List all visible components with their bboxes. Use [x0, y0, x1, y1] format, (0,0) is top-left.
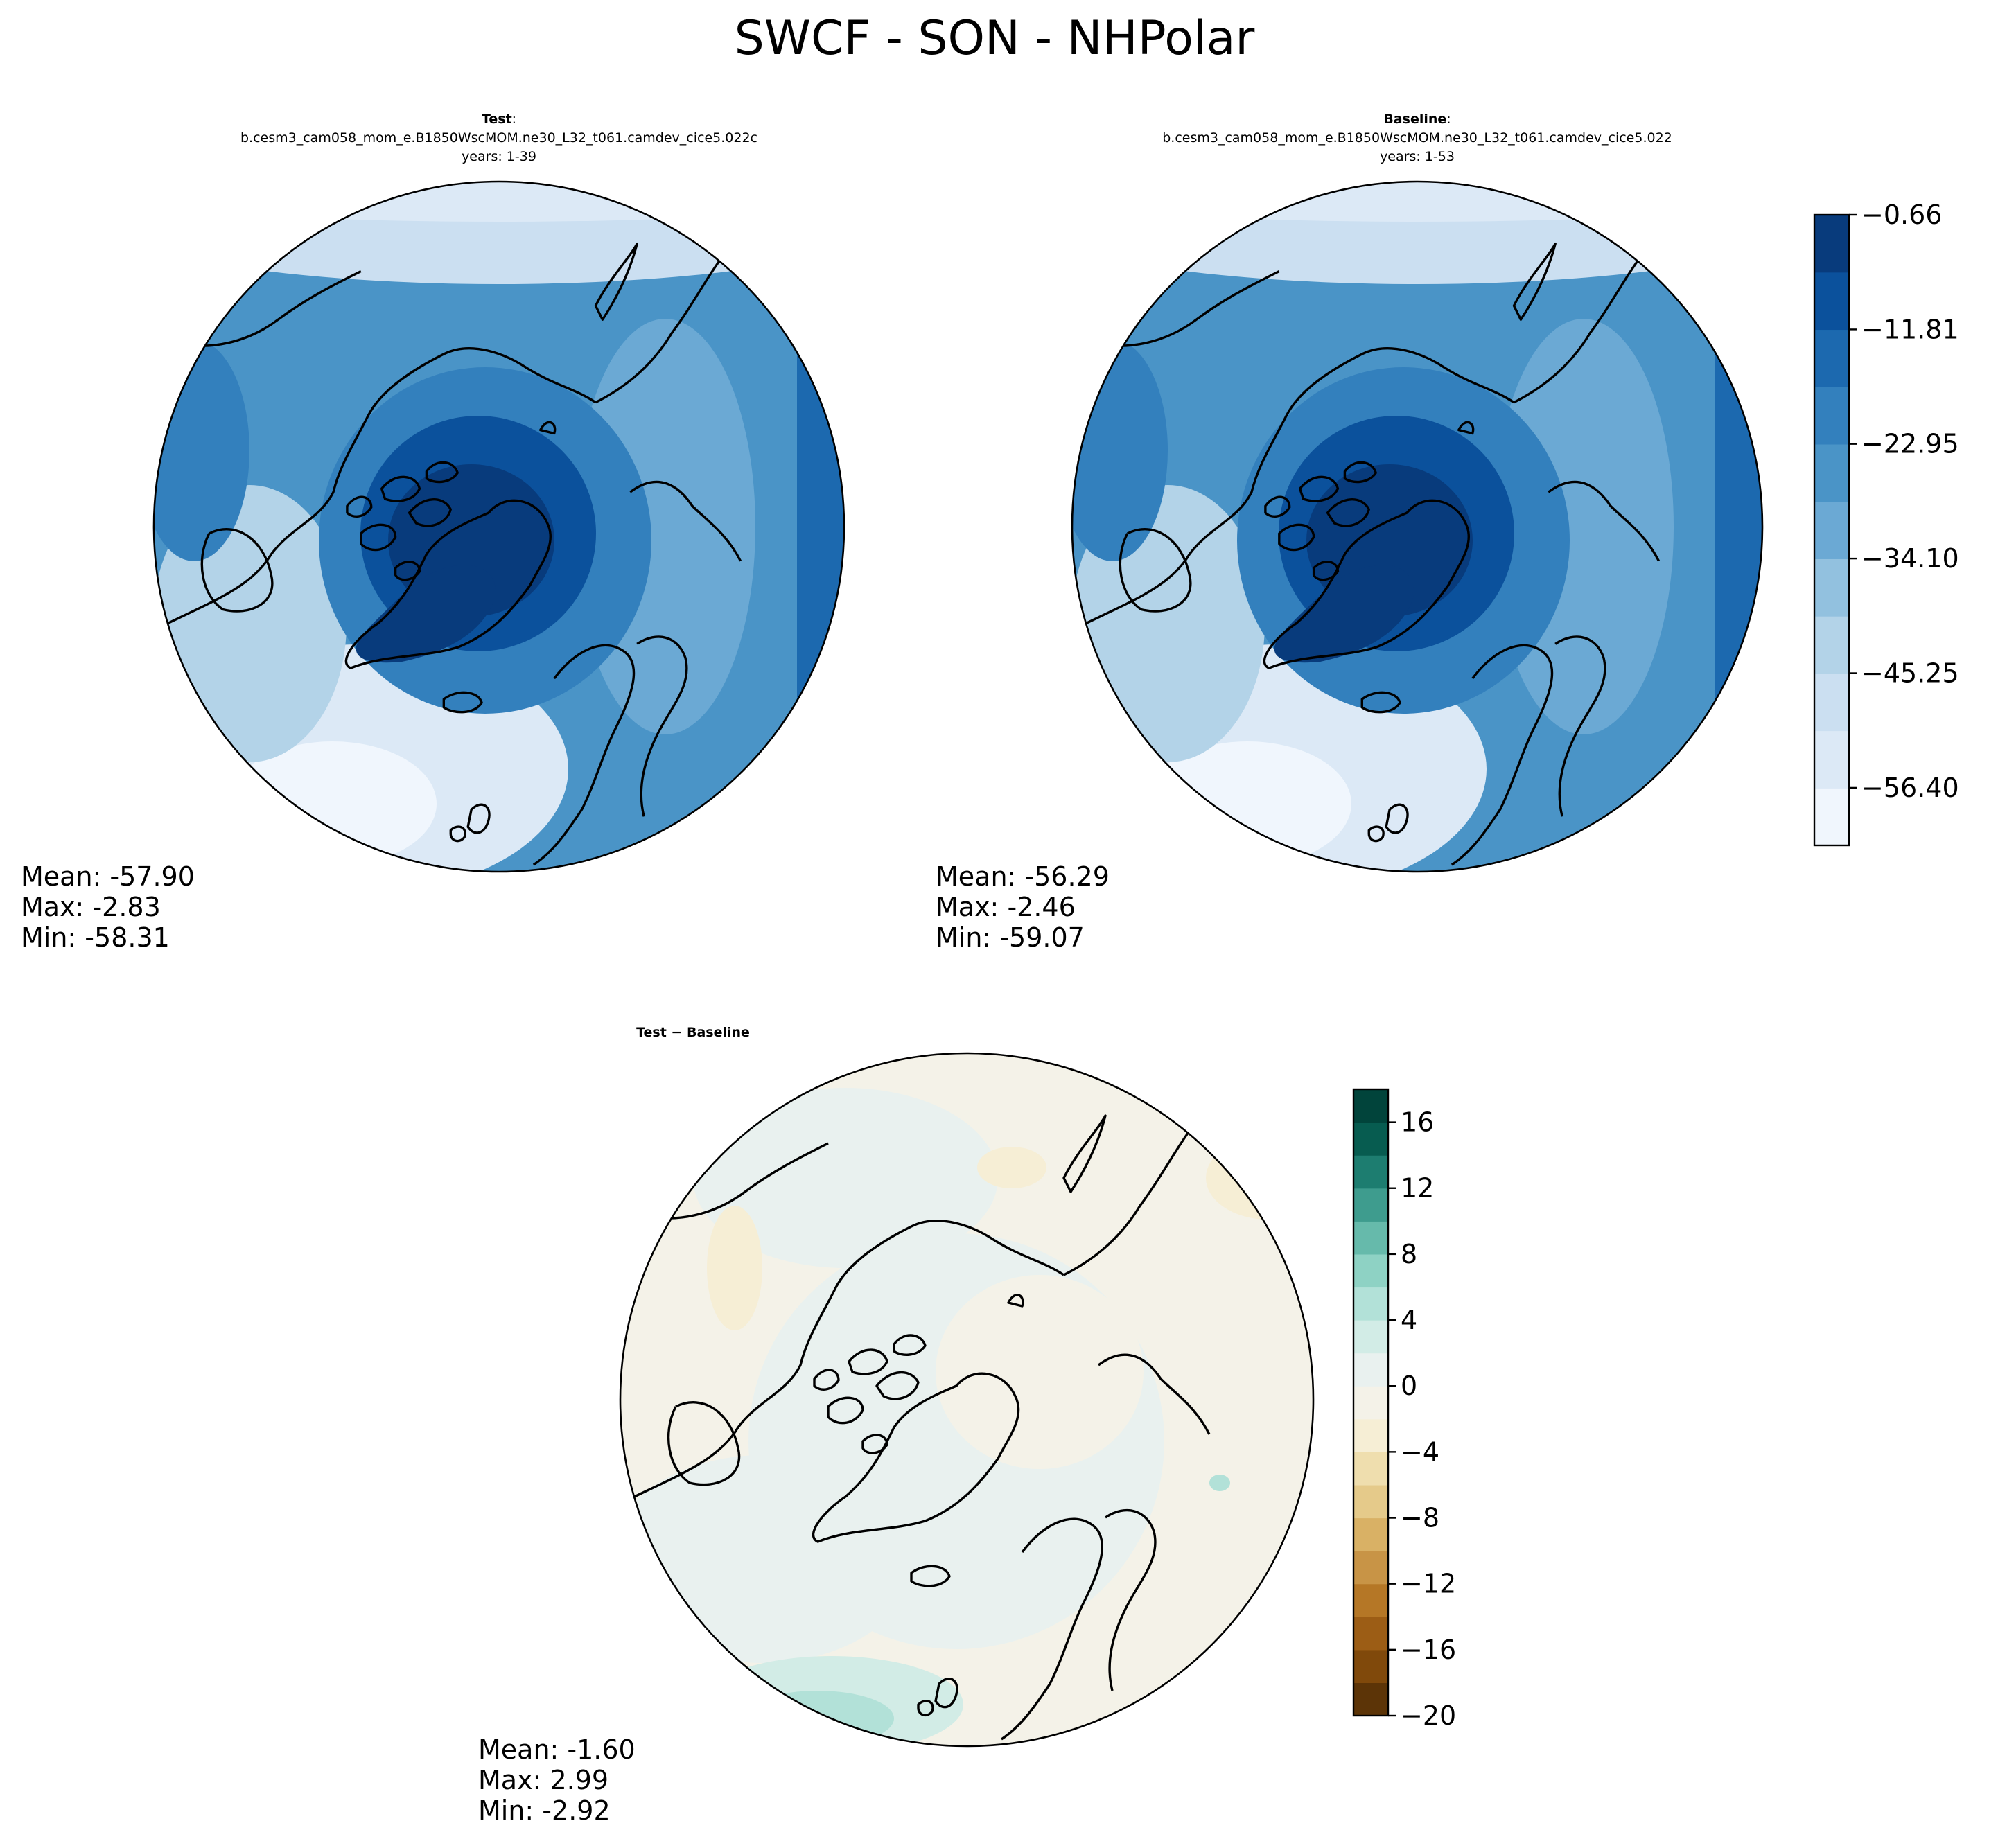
- baseline-panel: Baseline: b.cesm3_cam058_mom_e.B1850WscM…: [936, 112, 1764, 953]
- baseline-max: Max: -2.46: [936, 892, 1076, 922]
- absolute-colorbar-band: [1814, 730, 1849, 789]
- difference-colorbar-band: [1353, 1682, 1388, 1716]
- difference-colorbar-tick-label: 4: [1401, 1305, 1417, 1335]
- difference-colorbar-band: [1353, 1221, 1388, 1255]
- absolute-colorbar-tick-label: −56.40: [1861, 773, 1959, 803]
- absolute-colorbar-frame: [1813, 213, 1850, 847]
- difference-colorbar-tick-label: 0: [1401, 1371, 1417, 1401]
- figure-title: SWCF - SON - NHPolar: [735, 11, 1255, 66]
- absolute-colorbar-band: [1814, 215, 1849, 273]
- difference-colorbar-tick-label: −16: [1401, 1635, 1456, 1665]
- difference-colorbar-band: [1353, 1253, 1388, 1288]
- absolute-colorbar-band: [1814, 272, 1849, 331]
- test-panel: Test: b.cesm3_cam058_mom_e.B1850WscMOM.n…: [21, 112, 845, 953]
- difference-title: Test − Baseline: [636, 1025, 750, 1040]
- difference-colorbar-frame: [1352, 1088, 1390, 1717]
- difference-colorbar-band: [1353, 1583, 1388, 1617]
- test-max: Max: -2.83: [21, 892, 161, 922]
- absolute-colorbar-tick-label: −0.66: [1861, 200, 1942, 230]
- difference-colorbar-band: [1353, 1089, 1388, 1123]
- difference-colorbar-tick-label: −4: [1401, 1436, 1439, 1467]
- absolute-colorbar-band: [1814, 673, 1849, 732]
- baseline-mean: Mean: -56.29: [936, 861, 1110, 892]
- difference-colorbar-tick-label: 8: [1401, 1239, 1417, 1269]
- baseline-min: Min: -59.07: [936, 922, 1085, 953]
- test-years: years: 1-39: [462, 149, 536, 164]
- difference-colorbar-band: [1353, 1517, 1388, 1551]
- difference-colorbar: −20 −16 −12 −8 −4 0 4 8 12 16: [1352, 1088, 1456, 1731]
- test-case-name: b.cesm3_cam058_mom_e.B1850WscMOM.ne30_L3…: [240, 130, 757, 146]
- absolute-colorbar-tick-label: −22.95: [1861, 429, 1959, 459]
- difference-colorbar-band: [1353, 1418, 1388, 1452]
- difference-min: Min: -2.92: [478, 1795, 611, 1826]
- difference-colorbar-band: [1353, 1320, 1388, 1354]
- absolute-colorbar-band: [1814, 387, 1849, 445]
- difference-colorbar-band: [1353, 1649, 1388, 1684]
- difference-colorbar-tick-label: 16: [1401, 1107, 1434, 1138]
- difference-colorbar-band: [1353, 1617, 1388, 1651]
- difference-colorbar-band: [1353, 1188, 1388, 1222]
- difference-colorbar-tick-label: 12: [1401, 1173, 1434, 1204]
- absolute-colorbar-band: [1814, 616, 1849, 674]
- difference-colorbar-band: [1353, 1353, 1388, 1387]
- difference-colorbar-tick-label: −12: [1401, 1569, 1456, 1599]
- absolute-colorbar-band: [1814, 329, 1849, 387]
- difference-panel: Test − Baseline Mean: -1.60 Max: 2.99 Mi…: [478, 1025, 1315, 1826]
- test-title: Test:: [482, 112, 516, 127]
- difference-colorbar-band: [1353, 1551, 1388, 1585]
- absolute-colorbar-band: [1814, 788, 1849, 846]
- absolute-colorbar-tick-label: −11.81: [1861, 314, 1959, 344]
- test-map: [154, 182, 844, 872]
- baseline-map-boundary: [1071, 180, 1764, 873]
- difference-colorbar-band: [1353, 1452, 1388, 1486]
- baseline-case-name: b.cesm3_cam058_mom_e.B1850WscMOM.ne30_L3…: [1162, 130, 1672, 146]
- absolute-colorbar-band: [1814, 501, 1849, 559]
- absolute-colorbar-tick-label: −34.10: [1861, 543, 1959, 574]
- difference-colorbar-tick-label: −20: [1401, 1700, 1456, 1731]
- difference-colorbar-band: [1353, 1122, 1388, 1156]
- difference-map-boundary: [619, 1052, 1315, 1748]
- difference-mean: Mean: -1.60: [478, 1734, 636, 1765]
- absolute-colorbar-band: [1814, 558, 1849, 617]
- difference-colorbar-band: [1353, 1287, 1388, 1321]
- difference-colorbar-band: [1353, 1484, 1388, 1519]
- difference-max: Max: 2.99: [478, 1765, 608, 1795]
- difference-colorbar-band: [1353, 1386, 1388, 1420]
- absolute-colorbar-tick-label: −45.25: [1861, 658, 1959, 689]
- test-map-boundary: [152, 180, 845, 873]
- absolute-colorbar: −0.66 −11.81 −22.95 −34.10 −45.25 −56.40: [1813, 200, 1959, 847]
- absolute-colorbar-band: [1814, 443, 1849, 502]
- baseline-title: Baseline:: [1383, 112, 1451, 127]
- test-min: Min: -58.31: [21, 922, 170, 953]
- test-mean: Mean: -57.90: [21, 861, 195, 892]
- baseline-map: [1072, 182, 1762, 872]
- difference-colorbar-tick-label: −8: [1401, 1503, 1439, 1533]
- difference-colorbar-band: [1353, 1155, 1388, 1189]
- baseline-years: years: 1-53: [1380, 149, 1455, 164]
